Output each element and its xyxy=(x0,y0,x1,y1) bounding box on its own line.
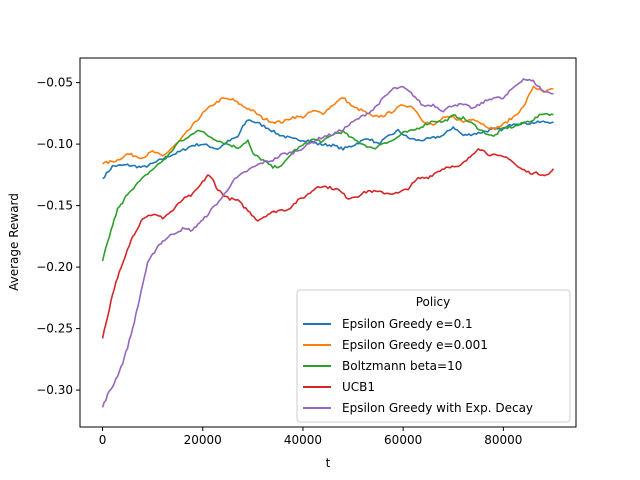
x-tick-label: 40000 xyxy=(284,433,322,447)
x-tick-label: 60000 xyxy=(384,433,422,447)
legend-label-ucb1: UCB1 xyxy=(342,380,375,394)
series-layer xyxy=(101,78,555,408)
x-tick-label: 80000 xyxy=(484,433,522,447)
x-axis: 0 20000 40000 60000 80000 xyxy=(99,427,522,447)
legend-box xyxy=(296,289,571,423)
y-tick-label: −0.25 xyxy=(36,322,73,336)
series-line-epsilon-greedy-with-exp-decay xyxy=(101,78,554,408)
y-axis-label: Average Reward xyxy=(7,193,21,291)
x-tick-label: 0 xyxy=(99,433,107,447)
plot-frame xyxy=(79,57,577,428)
y-tick-label: −0.30 xyxy=(36,383,73,397)
legend-label-epsilon-greedy-e-0-1: Epsilon Greedy e=0.1 xyxy=(342,317,473,331)
series-line-epsilon-greedy-e-0-1 xyxy=(102,119,554,180)
legend-label-boltzmann-beta-10: Boltzmann beta=10 xyxy=(342,359,462,373)
y-tick-label: −0.10 xyxy=(36,137,73,151)
legend-label-epsilon-greedy-with-exp-decay: Epsilon Greedy with Exp. Decay xyxy=(342,401,533,415)
series-line-ucb1 xyxy=(101,148,555,339)
y-tick-label: −0.05 xyxy=(36,76,73,90)
legend-title: Policy xyxy=(416,295,451,309)
legend-label-epsilon-greedy-e-0-001: Epsilon Greedy e=0.001 xyxy=(342,338,488,352)
x-axis-label: t xyxy=(326,456,331,470)
y-tick-label: −0.20 xyxy=(36,260,73,274)
y-axis: −0.30 −0.25 −0.20 −0.15 −0.10 −0.05 xyxy=(36,76,80,397)
legend-items: Epsilon Greedy e=0.1 Epsilon Greedy e=0.0… xyxy=(303,317,533,415)
x-tick-label: 20000 xyxy=(184,433,222,447)
series-line-boltzmann-beta-10 xyxy=(101,112,554,262)
y-tick-label: −0.15 xyxy=(36,199,73,213)
